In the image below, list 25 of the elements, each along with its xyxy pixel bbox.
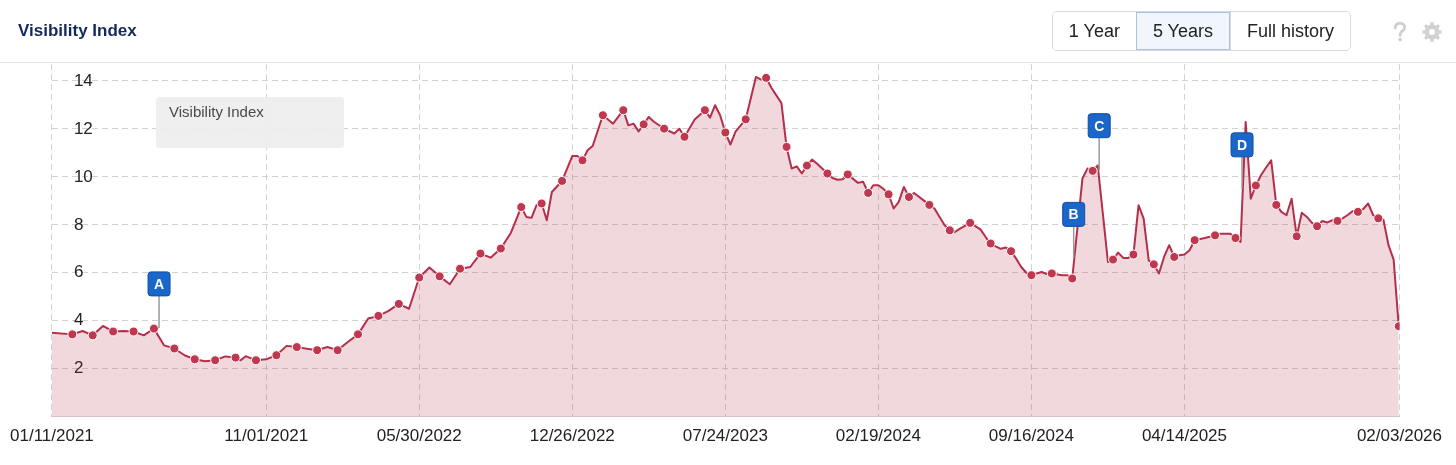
x-tick-label: 04/14/2025 — [1141, 426, 1228, 446]
x-tick-label: 11/01/2021 — [224, 426, 309, 446]
time-range-button: Full history — [1229, 12, 1350, 50]
x-tick-label: 09/16/2024 — [988, 426, 1074, 446]
x-tick-label: 01/11/2021 — [10, 426, 94, 446]
y-tick-label: 8 — [73, 214, 84, 234]
annotation: D — [1236, 136, 1248, 153]
time-range-button: 5 Years — [1135, 12, 1230, 50]
annotation: A — [153, 275, 165, 292]
y-tick-label: 6 — [73, 262, 84, 282]
x-tick-label: 12/26/2022 — [529, 426, 615, 446]
y-tick-label: 2 — [73, 358, 84, 378]
x-tick-label: 05/30/2022 — [376, 426, 462, 446]
chart-title: Visibility Index — [18, 21, 137, 41]
y-tick-label: 14 — [73, 70, 93, 90]
x-tick-label: 02/19/2024 — [835, 426, 921, 446]
x-tick-label: 02/03/2026 — [1356, 426, 1443, 446]
annotation: Visibility Index — [169, 103, 264, 120]
y-tick-label: 4 — [73, 310, 84, 330]
y-tick-label: 12 — [73, 118, 93, 138]
y-tick-label: 10 — [73, 166, 93, 186]
tooltip-box: Visibility Index — [156, 97, 344, 148]
x-tick-label: 07/24/2023 — [682, 426, 768, 446]
annotation: B — [1068, 206, 1079, 223]
annotation: C — [1094, 117, 1105, 134]
